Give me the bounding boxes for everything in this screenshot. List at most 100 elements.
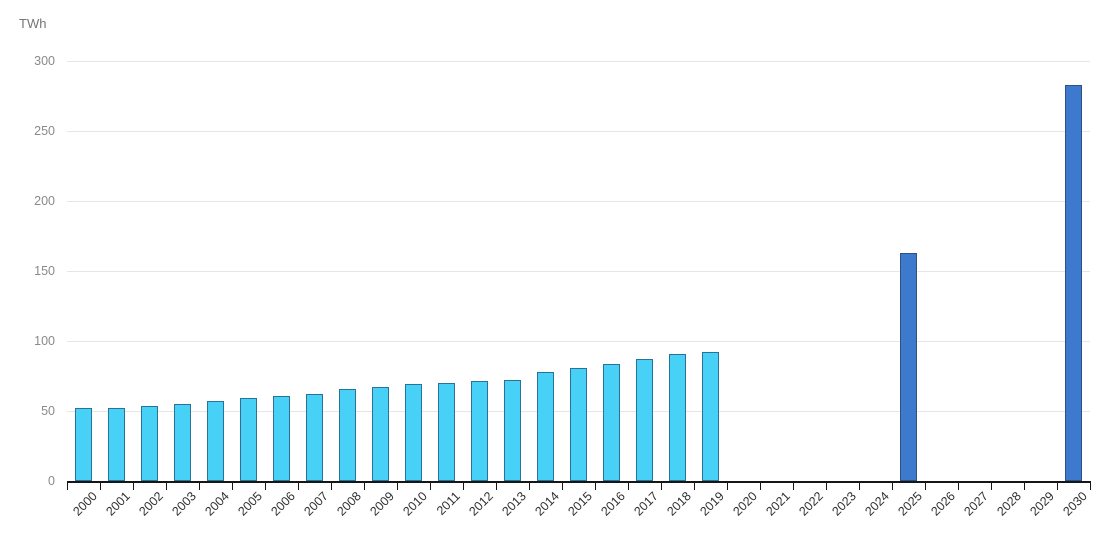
x-axis-tick bbox=[594, 481, 596, 490]
x-tick-label-2025: 2025 bbox=[894, 489, 925, 519]
bar-2017 bbox=[636, 359, 653, 481]
x-axis-tick bbox=[825, 481, 827, 490]
y-tick-label-100: 100 bbox=[34, 334, 55, 348]
x-tick-label-2003: 2003 bbox=[168, 489, 199, 519]
x-axis-tick bbox=[759, 481, 761, 490]
x-tick-label-2021: 2021 bbox=[762, 489, 793, 519]
x-axis-tick bbox=[990, 481, 992, 490]
x-tick-label-2001: 2001 bbox=[102, 489, 133, 519]
x-tick-label-2014: 2014 bbox=[531, 489, 562, 519]
x-axis-tick bbox=[957, 481, 959, 490]
x-tick-label-2008: 2008 bbox=[333, 489, 364, 519]
x-tick-label-2000: 2000 bbox=[69, 489, 100, 519]
x-tick-label-2018: 2018 bbox=[663, 489, 694, 519]
bar-2011 bbox=[438, 383, 455, 481]
x-axis-tick bbox=[627, 481, 629, 490]
bar-2016 bbox=[603, 364, 620, 481]
x-axis-tick bbox=[891, 481, 893, 490]
x-axis-tick bbox=[1023, 481, 1025, 490]
x-axis-tick bbox=[99, 481, 101, 490]
x-tick-label-2007: 2007 bbox=[300, 489, 331, 519]
bar-2007 bbox=[306, 393, 323, 481]
x-axis-tick bbox=[198, 481, 200, 490]
x-tick-label-2024: 2024 bbox=[861, 489, 892, 519]
x-axis-tick bbox=[462, 481, 464, 490]
x-tick-label-2030: 2030 bbox=[1059, 489, 1090, 519]
x-tick-label-2029: 2029 bbox=[1026, 489, 1057, 519]
y-axis-unit-label: TWh bbox=[19, 16, 47, 31]
x-axis-tick bbox=[363, 481, 365, 490]
x-axis-tick bbox=[693, 481, 695, 490]
gridline-300 bbox=[67, 60, 1090, 62]
y-tick-label-0: 0 bbox=[48, 474, 55, 488]
x-axis-tick bbox=[297, 481, 299, 490]
x-tick-label-2023: 2023 bbox=[828, 489, 859, 519]
x-tick-label-2011: 2011 bbox=[433, 489, 463, 518]
bar-2019 bbox=[702, 351, 719, 481]
bar-2010 bbox=[405, 384, 422, 481]
bar-2012 bbox=[471, 380, 488, 481]
x-tick-label-2002: 2002 bbox=[135, 489, 166, 519]
x-axis-line bbox=[67, 481, 1090, 483]
gridline-150 bbox=[67, 270, 1090, 272]
y-tick-label-250: 250 bbox=[34, 124, 55, 138]
x-axis-tick bbox=[495, 481, 497, 490]
x-tick-label-2017: 2017 bbox=[630, 489, 661, 519]
bar-2030 bbox=[1065, 84, 1082, 481]
x-axis-tick bbox=[924, 481, 926, 490]
x-axis-tick bbox=[429, 481, 431, 490]
x-axis-tick bbox=[858, 481, 860, 490]
x-tick-label-2019: 2019 bbox=[696, 489, 727, 519]
bar-2025 bbox=[900, 252, 917, 481]
x-tick-label-2028: 2028 bbox=[993, 489, 1024, 519]
bar-2006 bbox=[273, 395, 290, 481]
bar-2009 bbox=[372, 386, 389, 481]
x-axis-tick bbox=[792, 481, 794, 490]
x-tick-label-2009: 2009 bbox=[366, 489, 397, 519]
x-tick-label-2015: 2015 bbox=[564, 489, 595, 519]
bar-2005 bbox=[240, 398, 257, 481]
y-tick-label-150: 150 bbox=[34, 264, 55, 278]
bar-2003 bbox=[174, 404, 191, 481]
x-tick-label-2027: 2027 bbox=[960, 489, 991, 519]
x-tick-label-2013: 2013 bbox=[498, 489, 529, 519]
x-axis-tick bbox=[132, 481, 134, 490]
x-axis-tick bbox=[396, 481, 398, 490]
x-tick-label-2020: 2020 bbox=[729, 489, 760, 519]
x-tick-label-2005: 2005 bbox=[234, 489, 265, 519]
y-tick-label-300: 300 bbox=[34, 54, 55, 68]
bar-2018 bbox=[669, 354, 686, 481]
x-tick-label-2010: 2010 bbox=[399, 489, 430, 519]
x-axis-tick bbox=[1056, 481, 1058, 490]
y-tick-label-200: 200 bbox=[34, 194, 55, 208]
bar-2000 bbox=[75, 408, 92, 481]
bar-2004 bbox=[207, 401, 224, 481]
x-axis-tick bbox=[165, 481, 167, 490]
x-axis-tick bbox=[66, 481, 68, 490]
gridline-200 bbox=[67, 200, 1090, 202]
gridline-250 bbox=[67, 130, 1090, 132]
y-tick-label-50: 50 bbox=[41, 404, 55, 418]
x-axis-tick bbox=[660, 481, 662, 490]
x-axis-tick bbox=[264, 481, 266, 490]
x-tick-label-2022: 2022 bbox=[795, 489, 826, 519]
x-axis-tick bbox=[231, 481, 233, 490]
gridline-100 bbox=[67, 340, 1090, 342]
x-tick-label-2012: 2012 bbox=[465, 489, 496, 519]
x-axis-tick bbox=[561, 481, 563, 490]
x-axis-tick bbox=[528, 481, 530, 490]
bar-2013 bbox=[504, 379, 521, 481]
x-axis-tick bbox=[726, 481, 728, 490]
bar-2002 bbox=[141, 406, 158, 481]
x-tick-label-2006: 2006 bbox=[267, 489, 298, 519]
bar-2014 bbox=[537, 371, 554, 481]
x-tick-label-2016: 2016 bbox=[597, 489, 628, 519]
x-tick-label-2004: 2004 bbox=[201, 489, 232, 519]
x-tick-label-2026: 2026 bbox=[927, 489, 958, 519]
bar-2008 bbox=[339, 389, 356, 481]
x-axis-tick bbox=[330, 481, 332, 490]
bar-2015 bbox=[570, 367, 587, 481]
x-axis-tick bbox=[1089, 481, 1091, 490]
bar-2001 bbox=[108, 407, 125, 481]
